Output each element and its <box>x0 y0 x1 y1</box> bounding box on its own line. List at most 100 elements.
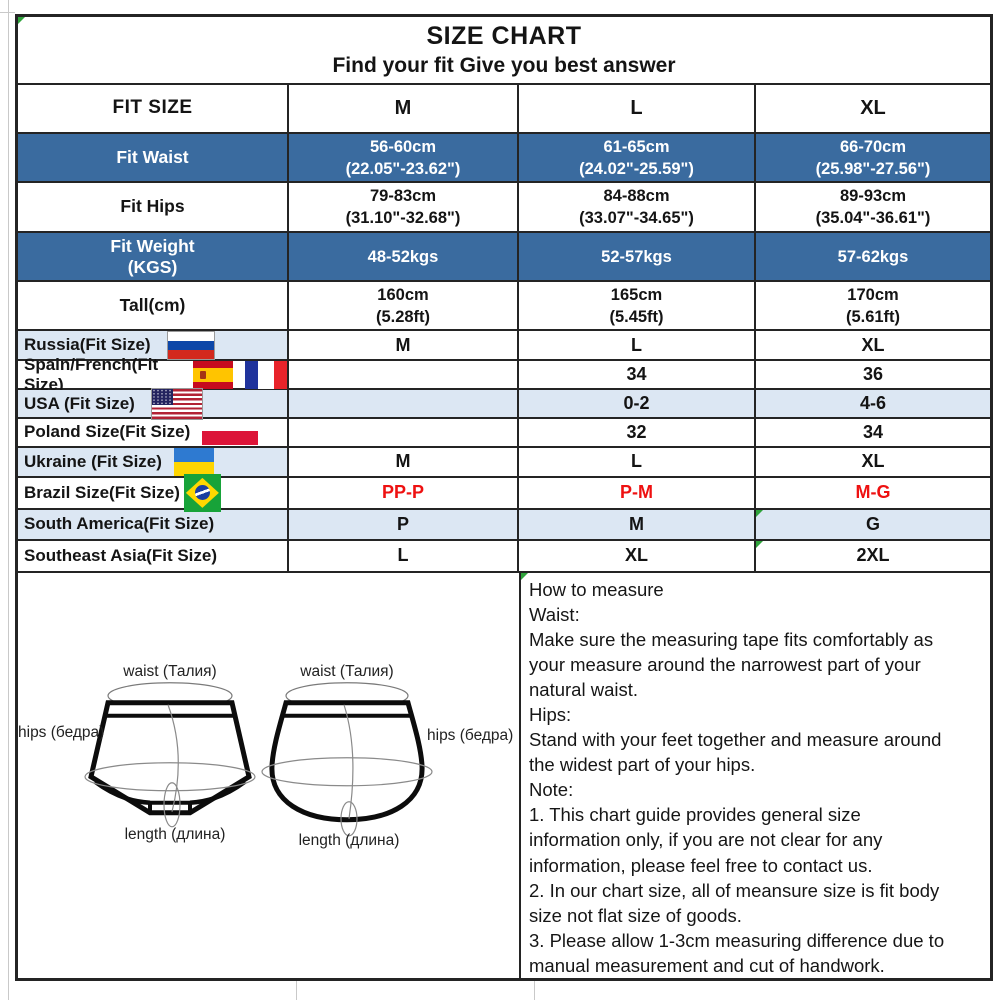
column-header-m: M <box>289 84 519 133</box>
fit-waist-value-xl: 66-70cm (25.98"-27.56") <box>756 134 990 181</box>
usa-value-l: 0-2 <box>519 390 756 418</box>
region-row-south-america: South America(Fit Size) P M G <box>18 509 990 541</box>
fit-hips-row: Fit Hips 79-83cm (31.10"-32.68") 84-88cm… <box>18 182 990 233</box>
sheet-column-line <box>8 0 9 1000</box>
tall-value-l: 165cm (5.45ft) <box>519 282 756 330</box>
region-row-brazil: Brazil Size(Fit Size) PP-P P-M M-G <box>18 473 990 512</box>
ukraine-flag-icon <box>173 447 214 476</box>
region-label-text: Poland Size(Fit Size) <box>24 422 191 442</box>
column-header-xl: XL <box>860 96 886 119</box>
value-inch: (24.02"-25.59") <box>579 159 694 178</box>
label-unit: (KGS) <box>127 256 178 277</box>
region-label-text: Spain/French(Fit Size) <box>24 354 159 394</box>
crotch-side-lines <box>148 802 192 813</box>
measure-text-line: manual measurement and cut of handwork. <box>529 954 885 976</box>
value-inch: (25.98"-27.56") <box>815 159 931 178</box>
russia-label: Russia(Fit Size) <box>18 330 289 360</box>
length-curve-front <box>167 704 179 812</box>
measure-text-line: information, please feel free to contact… <box>529 854 873 876</box>
measure-text-line: 1. This chart guide provides general siz… <box>529 804 861 826</box>
fit-hips-label: Fit Hips <box>18 182 289 231</box>
russia-value-xl: XL <box>861 334 885 355</box>
table-header-row: FIT SIZE M L XL <box>18 84 990 135</box>
fit-weight-value-m: 48-52kgs <box>289 232 519 281</box>
panty-diagrams-svg: waist (Талия) hips (бедра) length (длина… <box>18 662 513 848</box>
title-block: SIZE CHART Find your fit Give you best a… <box>18 17 990 85</box>
value-cm: 165cm <box>610 285 663 304</box>
waist-label-front: waist (Талия) <box>122 662 216 679</box>
usa-value-xl: 4-6 <box>756 390 990 418</box>
measure-text-line: Note: <box>529 779 574 801</box>
poland-value-xl: 34 <box>862 421 884 442</box>
length-label-front: length (длина) <box>125 825 226 842</box>
spain-french-label: Spain/French(Fit Size) <box>18 355 289 394</box>
brazil-value-xl: M-G <box>855 482 891 503</box>
value-cm: 56-60cm <box>369 137 437 156</box>
fit-hips-value-m: 79-83cm (31.10"-32.68") <box>289 182 519 231</box>
ukraine-label: Ukraine (Fit Size) <box>18 447 289 476</box>
measure-text-line: your measure around the narrowest part o… <box>529 653 921 675</box>
region-label-text: Ukraine (Fit Size) <box>24 451 162 471</box>
region-row-russia: Russia(Fit Size) M L XL <box>18 330 990 362</box>
southeast-asia-value-m: L <box>289 540 519 571</box>
brazil-globe <box>194 485 210 501</box>
value-inch: (33.07"-34.65") <box>579 208 694 227</box>
page-title: SIZE CHART <box>426 21 582 50</box>
ukraine-value-xl: XL <box>861 451 885 472</box>
value-cm: 160cm <box>377 285 429 304</box>
value-inch: (31.10"-32.68") <box>345 208 461 227</box>
hips-ellipse-front <box>84 761 256 791</box>
value-cm: 84-88cm <box>603 186 670 205</box>
panty-outline-front <box>88 699 252 815</box>
label-text: Fit Weight <box>110 235 195 256</box>
value-kgs: 48-52kgs <box>367 247 439 266</box>
ukraine-value-m: M <box>289 447 519 476</box>
front-view-diagram: waist (Талия) hips (бедра) length (длина… <box>18 662 256 842</box>
measure-text-line: Hips: <box>529 703 572 725</box>
spain-flag-icon <box>193 360 233 389</box>
bottom-section: waist (Талия) hips (бедра) length (длина… <box>18 572 990 978</box>
tall-row: Tall(cm) 160cm (5.28ft) 165cm (5.45ft) 1… <box>18 282 990 332</box>
size-chart-table: SIZE CHART Find your fit Give you best a… <box>15 14 993 981</box>
fit-waist-value-l: 61-65cm (24.02"-25.59") <box>519 134 756 181</box>
region-row-usa: USA (Fit Size) 0-2 4-6 <box>18 387 990 420</box>
measure-text-line: How to measure <box>529 578 664 600</box>
region-label-text: Russia(Fit Size) <box>24 335 151 355</box>
poland-label: Poland Size(Fit Size) <box>18 419 289 446</box>
measure-text-line: 2. In our chart size, all of meansure si… <box>529 879 940 901</box>
value-ft: (5.61ft) <box>845 307 901 326</box>
spain-french-value-l: 34 <box>519 361 756 389</box>
measure-text-line: size not flat size of goods. <box>529 904 742 926</box>
region-row-spain-french: Spain/French(Fit Size) 34 36 <box>18 355 990 394</box>
poland-flag-icon <box>202 419 259 446</box>
hips-label-front: hips (бедра) <box>18 723 104 740</box>
fit-weight-row: Fit Weight (KGS) 48-52kgs 52-57kgs 57-62… <box>18 232 990 283</box>
fit-size-header: FIT SIZE <box>18 84 289 133</box>
russia-value-m: M <box>289 331 519 360</box>
southeast-asia-label: Southeast Asia(Fit Size) <box>18 540 289 571</box>
usa-flag-icon <box>150 387 203 420</box>
value-cm: 89-93cm <box>839 186 907 205</box>
region-row-ukraine: Ukraine (Fit Size) M L XL <box>18 447 990 478</box>
sheet-grid-line <box>534 981 535 1000</box>
south-america-value-xl: G <box>756 509 990 539</box>
region-label-text: South America(Fit Size) <box>24 514 215 534</box>
measure-text-line: 3. Please allow 1-3cm measuring differen… <box>529 929 945 951</box>
column-header-l: L <box>519 84 756 133</box>
fit-weight-value-l: 52-57kgs <box>519 232 756 281</box>
value-inch: (22.05"-23.62") <box>345 159 461 178</box>
length-label-back: length (длина) <box>299 831 400 848</box>
measure-text-line: Stand with your feet together and measur… <box>529 729 942 751</box>
label-text: Tall(cm) <box>119 295 186 316</box>
panty-outline-back <box>269 699 425 822</box>
value-kgs: 52-57kgs <box>601 247 672 266</box>
southeast-asia-value-l: XL <box>519 540 756 571</box>
france-flag-icon <box>245 360 287 389</box>
tall-value-xl: 170cm (5.61ft) <box>756 282 990 329</box>
value-cm: 79-83cm <box>369 186 437 205</box>
tall-value-m: 160cm (5.28ft) <box>289 282 519 330</box>
label-text: Fit Hips <box>120 196 185 217</box>
region-label-text: Southeast Asia(Fit Size) <box>24 545 218 565</box>
measure-text-line: natural waist. <box>529 678 638 700</box>
value-ft: (5.45ft) <box>609 307 664 326</box>
